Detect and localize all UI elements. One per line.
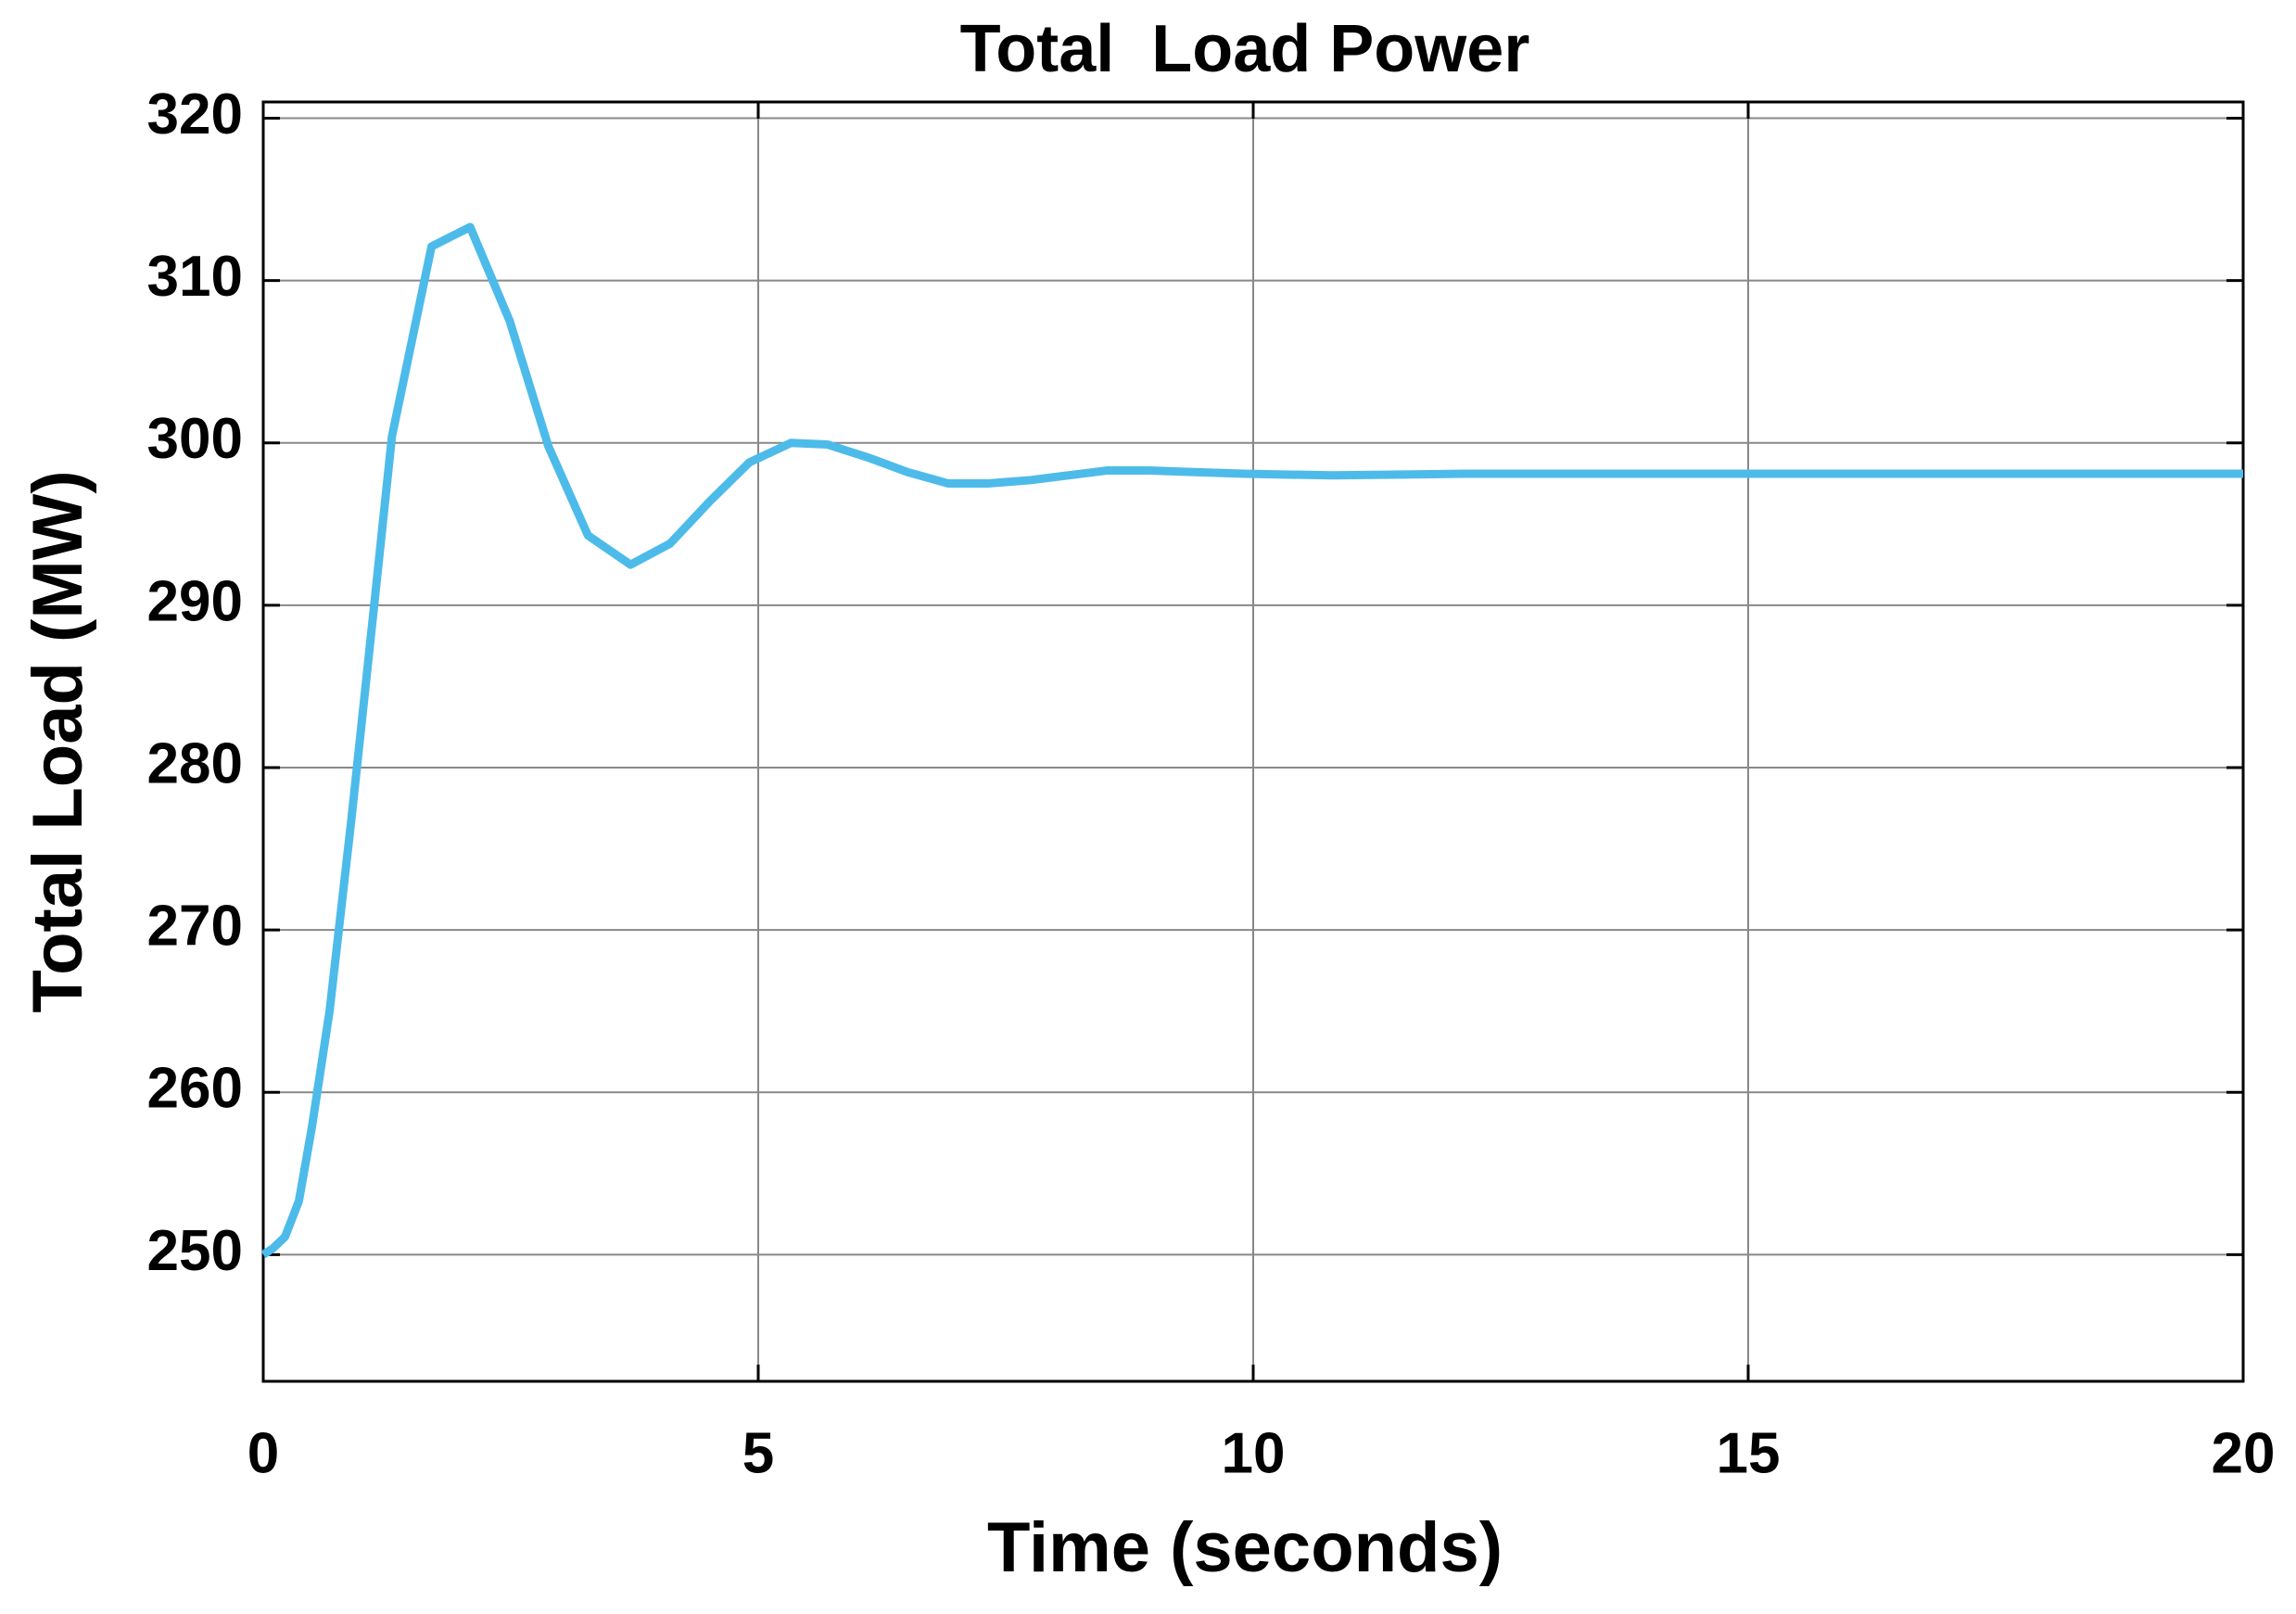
x-axis-label: Time (seconds) bbox=[987, 1508, 1503, 1587]
x-tick-label: 10 bbox=[1222, 1421, 1286, 1485]
y-tick-label: 300 bbox=[147, 407, 243, 471]
x-tick-label: 20 bbox=[2212, 1421, 2276, 1485]
y-tick-label: 290 bbox=[147, 569, 243, 633]
y-tick-label: 280 bbox=[147, 731, 243, 795]
y-axis-label: Total Load (MW) bbox=[19, 470, 97, 1012]
x-tick-label: 0 bbox=[247, 1421, 279, 1485]
y-tick-label: 320 bbox=[147, 83, 243, 146]
plot-frame bbox=[261, 100, 2245, 1383]
y-tick-label: 260 bbox=[147, 1057, 243, 1121]
data-line bbox=[260, 222, 2243, 1259]
x-tick-label: 15 bbox=[1717, 1421, 1781, 1485]
y-tick-label: 310 bbox=[147, 245, 243, 309]
y-tick-label: 270 bbox=[147, 895, 243, 959]
y-tick-label: 250 bbox=[147, 1219, 243, 1283]
chart-title: Total Load Power bbox=[960, 12, 1530, 86]
x-tick-label: 5 bbox=[742, 1421, 774, 1485]
